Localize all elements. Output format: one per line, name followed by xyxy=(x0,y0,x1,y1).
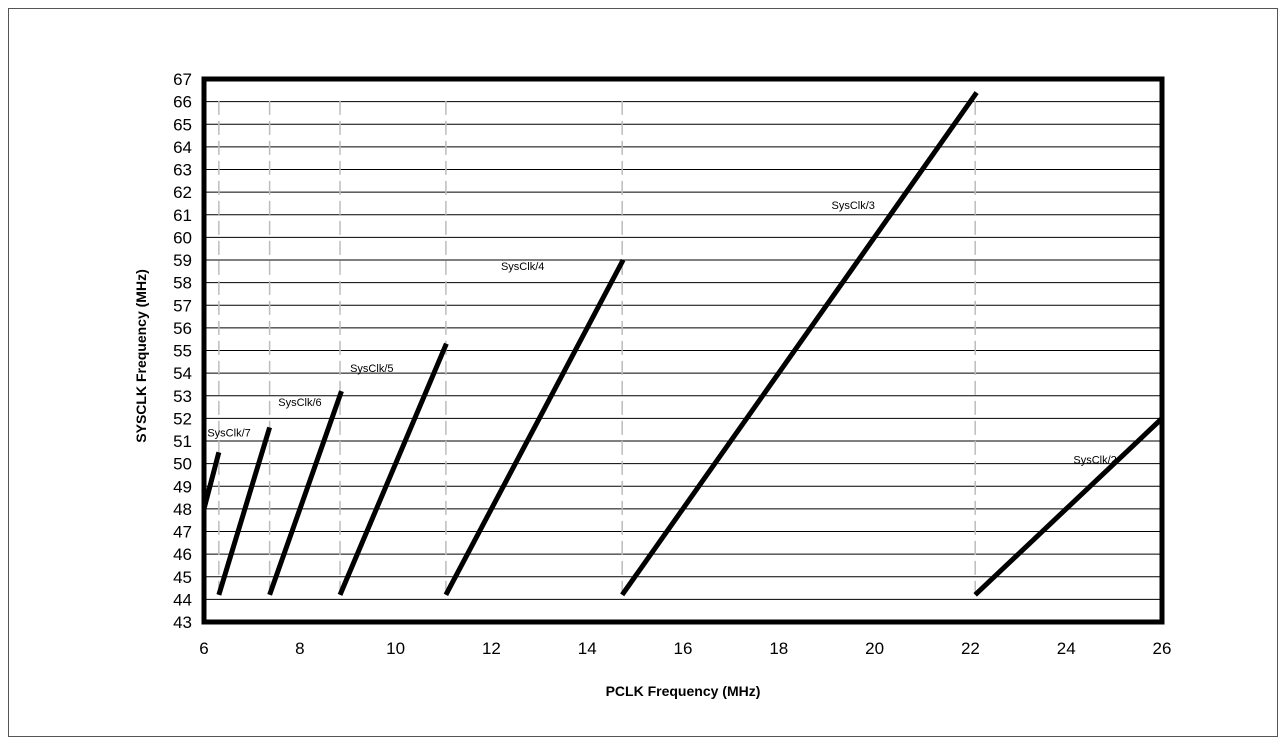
y-tick-57: 57 xyxy=(173,296,192,315)
series-line-sysclk-4 xyxy=(443,258,626,597)
series-label-sysclk-2: SysClk/2 xyxy=(1073,455,1116,467)
series-line-sysclk-5 xyxy=(337,342,449,596)
y-tick-46: 46 xyxy=(173,545,192,564)
y-tick-49: 49 xyxy=(173,477,192,496)
y-tick-64: 64 xyxy=(173,138,192,157)
y-tick-labels: 43 44 45 46 47 48 49 50 51 52 53 54 55 56 57 58 59 60 61 62… xyxy=(173,70,192,632)
y-tick-44: 44 xyxy=(173,590,192,609)
x-tick-labels: 6 8 10 12 14 16 18 20 22 24 26 xyxy=(199,639,1171,658)
y-tick-56: 56 xyxy=(173,319,192,338)
x-tick-12: 12 xyxy=(482,639,501,658)
y-tick-55: 55 xyxy=(173,342,192,361)
y-tick-60: 60 xyxy=(173,228,192,247)
y-tick-52: 52 xyxy=(173,409,192,428)
y-tick-53: 53 xyxy=(173,387,192,406)
x-tick-10: 10 xyxy=(386,639,405,658)
series-line-sysclk-3 xyxy=(620,91,979,597)
x-tick-8: 8 xyxy=(295,639,304,658)
series-label-sysclk-3: SysClk/3 xyxy=(831,200,874,212)
x-tick-16: 16 xyxy=(674,639,693,658)
series-line-sysclk-2 xyxy=(973,416,1164,597)
series-label-sysclk-7: SysClk/7 xyxy=(207,427,250,439)
series-label-sysclk-4: SysClk/4 xyxy=(501,261,544,273)
y-tick-50: 50 xyxy=(173,455,192,474)
series-lines xyxy=(201,91,1164,597)
y-tick-48: 48 xyxy=(173,500,192,519)
x-tick-26: 26 xyxy=(1153,639,1172,658)
y-tick-54: 54 xyxy=(173,364,192,383)
y-tick-51: 51 xyxy=(173,432,192,451)
y-tick-58: 58 xyxy=(173,274,192,293)
y-tick-59: 59 xyxy=(173,251,192,270)
x-tick-14: 14 xyxy=(578,639,597,658)
x-tick-6: 6 xyxy=(199,639,208,658)
x-tick-22: 22 xyxy=(961,639,980,658)
plot-area-border xyxy=(201,76,1165,625)
series-label-sysclk-6: SysClk/6 xyxy=(278,397,321,409)
x-tick-18: 18 xyxy=(769,639,788,658)
x-tick-20: 20 xyxy=(865,639,884,658)
series-labels: SysClk/2 SysClk/3 SysClk/4 SysClk/5 SysClk/6… xyxy=(207,200,1116,467)
series-label-sysclk-5: SysClk/5 xyxy=(350,363,393,375)
x-axis-title: PCLK Frequency (MHz) xyxy=(606,683,761,699)
series-line-sysclk-7 xyxy=(216,426,273,596)
gridlines xyxy=(204,78,1162,623)
y-tick-67: 67 xyxy=(173,70,192,89)
y-tick-63: 63 xyxy=(173,161,192,180)
sysclk-vs-pclk-chart: 4344454647484950515253545556575859606162… xyxy=(133,70,1171,699)
y-tick-66: 66 xyxy=(173,93,192,112)
series-line-sysclk-6 xyxy=(267,390,344,596)
y-tick-45: 45 xyxy=(173,568,192,587)
chart-frame: 43 44 45 46 47 48 49 50 51 52 53 54 55 56 57 58 59 60 61 62… xyxy=(8,8,1278,737)
y-tick-61: 61 xyxy=(173,206,192,225)
y-tick-47: 47 xyxy=(173,523,192,542)
x-tick-24: 24 xyxy=(1057,639,1076,658)
y-axis-title: SYSCLK Frequency (MHz) xyxy=(133,269,149,442)
y-tick-65: 65 xyxy=(173,115,192,134)
y-tick-43: 43 xyxy=(173,613,192,632)
y-tick-62: 62 xyxy=(173,183,192,202)
